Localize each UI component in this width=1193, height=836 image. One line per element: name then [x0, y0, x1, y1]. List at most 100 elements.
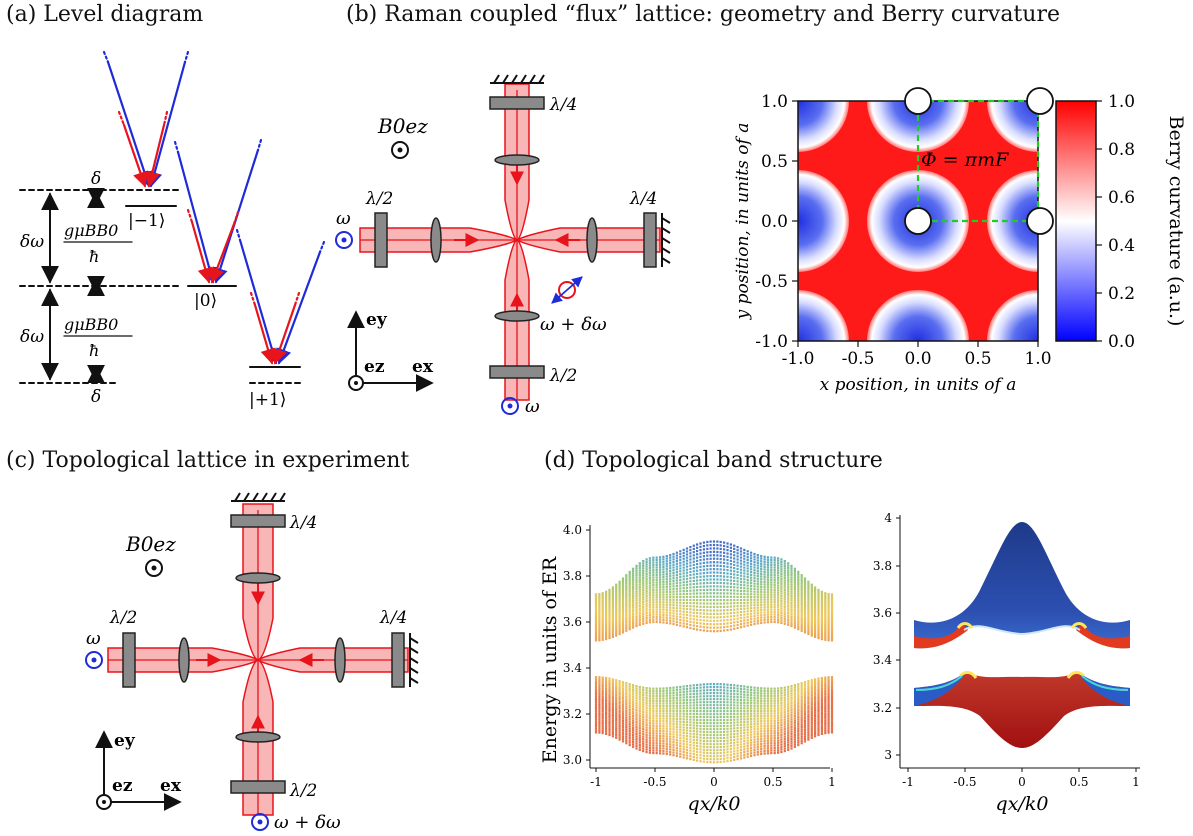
band-data-point: [827, 594, 830, 597]
band-data-point: [763, 586, 766, 589]
band-data-point: [719, 578, 722, 581]
band-data-point: [696, 595, 699, 598]
band-data-point: [594, 602, 598, 605]
band-data-point: [702, 704, 705, 707]
band-data-point: [662, 737, 665, 740]
band-data-point: [807, 729, 810, 732]
band-data-point: [621, 612, 625, 615]
band-data-point: [709, 564, 712, 567]
band-data-point: [672, 717, 675, 720]
band-data-point: [753, 593, 756, 596]
band-data-point: [642, 569, 645, 572]
band-data-point: [726, 748, 729, 751]
band-data-point: [780, 741, 783, 744]
band-data-point: [750, 694, 753, 697]
band-data-point: [780, 709, 783, 712]
band-data-point: [594, 705, 598, 708]
band-data-point: [635, 569, 638, 572]
band-data-point: [605, 625, 608, 628]
band-data-point: [773, 687, 776, 690]
band-data-point: [611, 698, 614, 701]
ytick-label: 3.4: [563, 661, 582, 675]
band-data-point: [594, 686, 598, 689]
band-data-point: [669, 588, 672, 591]
band-data-point: [824, 628, 827, 631]
band-data-point: [669, 717, 672, 720]
band-data-point: [632, 622, 635, 625]
band-data-point: [632, 576, 635, 579]
band-data-point: [810, 694, 813, 697]
band-data-point: [706, 595, 709, 598]
band-data-point: [675, 686, 678, 689]
band-data-point: [635, 725, 638, 728]
band-data-point: [827, 718, 830, 721]
band-data-point: [652, 752, 655, 755]
band-data-point: [790, 697, 793, 700]
band-data-point: [807, 602, 810, 605]
band-data-point: [621, 697, 625, 700]
band-data-point: [665, 687, 668, 690]
band-data-point: [780, 573, 783, 576]
band-data-point: [702, 733, 705, 736]
band-data-point: [679, 707, 682, 710]
band-data-point: [638, 693, 641, 696]
band-data-point: [712, 719, 716, 722]
band-data-point: [830, 695, 834, 698]
band-data-point: [625, 707, 628, 710]
band-data-point: [824, 706, 827, 709]
band-data-point: [675, 590, 678, 593]
band-data-point: [783, 601, 786, 604]
band-data-point: [611, 601, 614, 604]
band-data-point: [696, 546, 699, 549]
band-data-point: [679, 567, 682, 570]
band-data-point: [743, 575, 746, 578]
band-data-point: [679, 699, 682, 702]
band-data-point: [605, 603, 608, 606]
band-data-point: [797, 590, 800, 593]
band-data-point: [642, 574, 645, 577]
band-data-point: [787, 566, 790, 570]
band-data-point: [655, 578, 658, 581]
band-data-point: [743, 598, 746, 601]
band-data-point: [709, 619, 712, 622]
band-data-point: [726, 760, 729, 763]
band-data-point: [696, 582, 699, 585]
band-data-point: [685, 574, 689, 577]
band-data-point: [763, 717, 766, 720]
band-data-point: [719, 623, 722, 626]
band-data-point: [672, 598, 675, 601]
band-data-point: [733, 573, 736, 576]
band-data-point: [608, 718, 611, 721]
band-data-point: [601, 678, 604, 681]
band-data-point: [638, 564, 641, 567]
band-data-point: [696, 683, 699, 687]
band-data-point: [766, 576, 769, 579]
band-data-point: [662, 583, 665, 586]
band-data-point: [665, 745, 668, 748]
band-data-point: [729, 715, 732, 719]
band-data-point: [770, 556, 773, 559]
band-data-point: [827, 712, 830, 715]
band-data-point: [787, 581, 790, 584]
band-data-point: [766, 752, 769, 755]
band-data-point: [746, 598, 749, 601]
band-data-point: [716, 719, 719, 722]
band-data-point: [598, 714, 601, 717]
band-data-point: [709, 761, 712, 764]
lambda-half-left-b: λ/2: [365, 189, 393, 209]
band-data-point: [696, 569, 699, 572]
band-data-point: [655, 598, 658, 601]
band-data-point: [814, 588, 817, 591]
band-data-point: [729, 683, 732, 687]
band-data-point: [760, 732, 763, 735]
band-data-point: [756, 601, 759, 604]
band-data-point: [628, 699, 631, 702]
band-data-point: [820, 726, 823, 729]
band-data-point: [692, 547, 695, 550]
band-data-point: [743, 685, 746, 688]
band-data-point: [702, 541, 705, 544]
band-data-point: [827, 598, 830, 601]
band-data-point: [820, 719, 823, 723]
band-data-point: [706, 716, 709, 719]
band-data-point: [766, 724, 769, 727]
